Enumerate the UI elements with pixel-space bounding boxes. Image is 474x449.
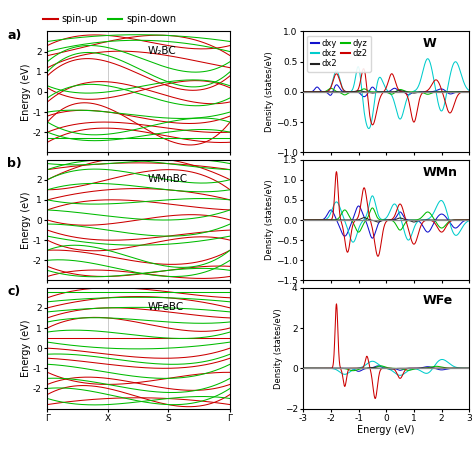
Text: W: W <box>423 37 437 50</box>
Y-axis label: Energy (eV): Energy (eV) <box>21 191 31 249</box>
Y-axis label: Density (states/eV): Density (states/eV) <box>274 308 283 388</box>
Text: WFeBC: WFeBC <box>148 302 184 312</box>
Text: WMnBC: WMnBC <box>148 174 188 184</box>
Text: b): b) <box>7 157 22 170</box>
Y-axis label: Density (states/eV): Density (states/eV) <box>265 180 274 260</box>
Y-axis label: Energy (eV): Energy (eV) <box>21 63 31 121</box>
Y-axis label: Density (states/eV): Density (states/eV) <box>265 52 274 132</box>
Legend: dxy, dxz, dx2, dyz, dz2: dxy, dxz, dx2, dyz, dz2 <box>308 35 371 72</box>
Text: W₂BC: W₂BC <box>148 46 177 56</box>
Text: WMn: WMn <box>423 166 458 179</box>
Legend: spin-up, spin-down: spin-up, spin-down <box>43 14 176 24</box>
Text: a): a) <box>7 29 22 42</box>
Y-axis label: Energy (eV): Energy (eV) <box>21 319 31 377</box>
X-axis label: Energy (eV): Energy (eV) <box>357 425 415 435</box>
Text: c): c) <box>7 285 20 298</box>
Text: WFe: WFe <box>423 294 453 307</box>
